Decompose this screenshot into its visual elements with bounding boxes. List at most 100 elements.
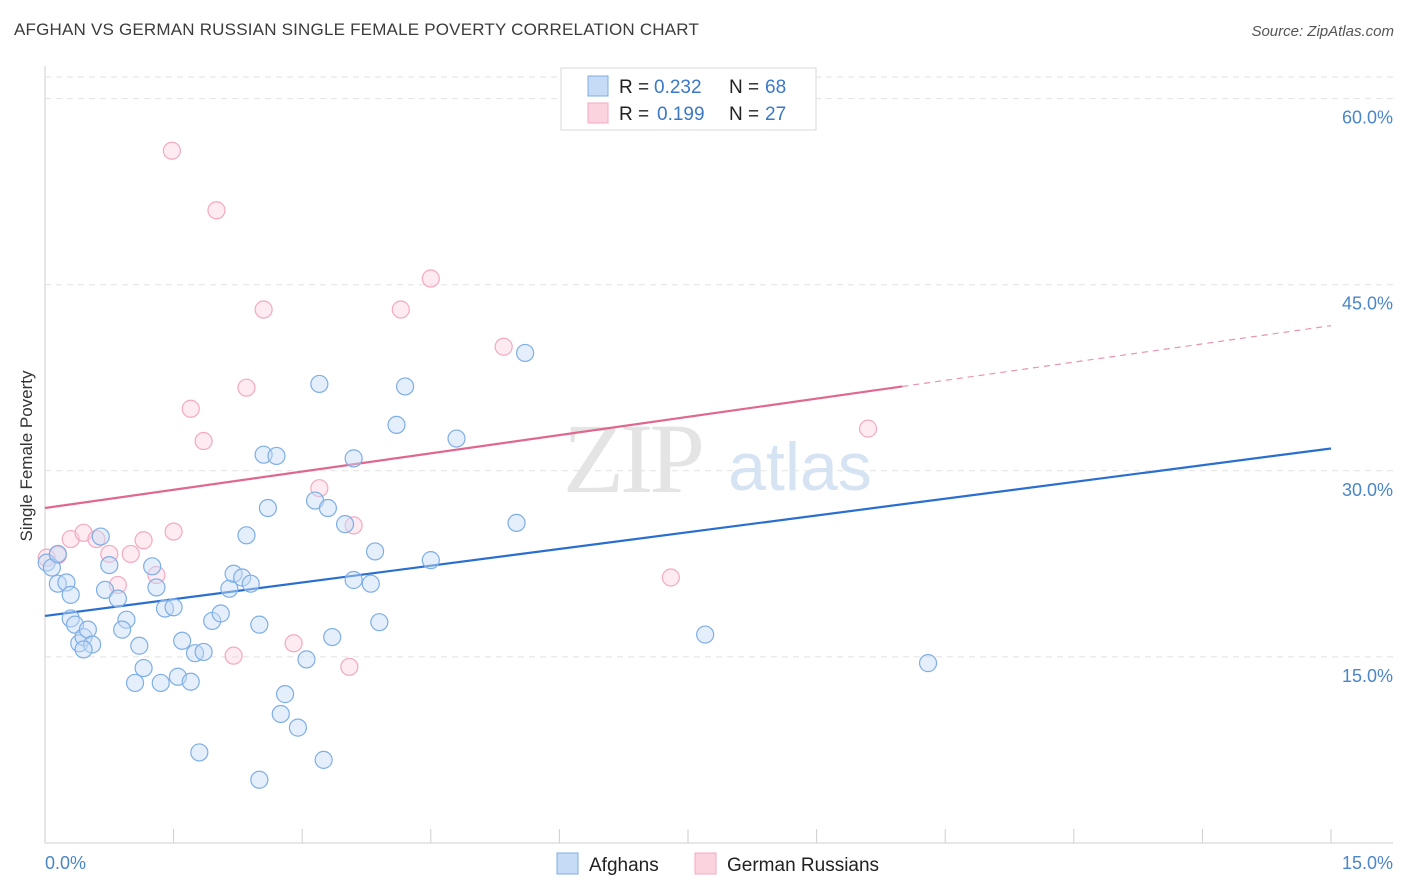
point-afghans <box>267 446 286 466</box>
point-german-russians <box>207 201 226 220</box>
point-german-russians <box>164 522 183 541</box>
point-german-russians <box>284 634 303 653</box>
point-afghans <box>220 579 239 598</box>
legend-swatch-afghans <box>587 75 609 97</box>
point-afghans <box>507 513 526 533</box>
trend-extension-german-russians <box>902 325 1332 388</box>
legend-r-value-afghans: 0.232 <box>654 77 702 98</box>
point-afghans <box>194 642 213 662</box>
point-afghans <box>271 704 290 724</box>
point-afghans <box>361 574 380 593</box>
point-afghans <box>344 449 363 468</box>
legend-n-value-german-russians: 27 <box>765 104 786 125</box>
point-afghans <box>108 589 127 608</box>
point-afghans <box>100 555 119 575</box>
data-points <box>37 141 938 789</box>
point-afghans <box>61 585 80 604</box>
point-afghans <box>91 527 110 546</box>
legend-n-value-afghans: 68 <box>765 77 786 98</box>
legend-n-label-afghans: N = <box>729 77 759 98</box>
point-afghans <box>143 557 162 576</box>
point-afghans <box>237 526 256 545</box>
point-afghans <box>258 498 278 518</box>
trend-lines <box>44 325 1332 618</box>
point-afghans <box>250 770 269 789</box>
point-afghans <box>696 625 715 644</box>
legend-r-label-afghans: R = <box>619 77 649 98</box>
point-afghans <box>310 374 329 394</box>
axes <box>44 66 1393 844</box>
y-tick-label: 15.0% <box>1342 666 1393 686</box>
point-german-russians <box>194 431 213 451</box>
point-afghans <box>181 672 200 691</box>
point-afghans <box>314 750 333 769</box>
y-tick-label: 45.0% <box>1342 294 1393 314</box>
point-afghans <box>387 415 406 435</box>
y-axis-label: Single Female Poverty <box>17 370 36 542</box>
point-afghans <box>421 551 440 570</box>
point-afghans <box>254 445 273 464</box>
point-german-russians <box>134 531 153 550</box>
bottom-legend-label-german-russians: German Russians <box>727 855 879 876</box>
point-afghans <box>241 574 260 593</box>
point-afghans <box>74 640 93 659</box>
point-german-russians <box>181 399 200 418</box>
legend-swatch-german-russians <box>587 102 609 124</box>
point-german-russians <box>340 657 359 676</box>
point-afghans <box>288 718 308 737</box>
point-afghans <box>323 627 342 647</box>
point-afghans <box>95 580 115 600</box>
point-afghans <box>918 654 938 673</box>
point-afghans <box>365 542 385 561</box>
point-afghans <box>134 658 153 678</box>
point-afghans <box>250 615 269 634</box>
point-afghans <box>335 515 355 534</box>
bottom-legend-swatch-german-russians <box>694 852 717 875</box>
trend-line-afghans <box>44 447 1332 618</box>
point-afghans <box>447 429 466 448</box>
x-tick-label: 0.0% <box>45 853 86 873</box>
legend-n-label-german-russians: N = <box>729 104 759 125</box>
point-german-russians <box>391 300 410 319</box>
point-afghans <box>275 685 295 704</box>
point-german-russians <box>121 544 140 564</box>
point-german-russians <box>421 269 440 288</box>
point-german-russians <box>224 646 243 665</box>
point-afghans <box>164 598 183 617</box>
point-afghans <box>83 635 102 654</box>
y-tick-label: 30.0% <box>1342 480 1393 500</box>
legend-r-value-german-russians: 0.199 <box>657 104 705 125</box>
watermark-atlas: atlas <box>728 429 872 505</box>
point-afghans <box>211 604 230 623</box>
point-german-russians <box>147 565 166 585</box>
point-afghans <box>344 570 363 590</box>
point-afghans <box>117 610 136 629</box>
point-german-russians <box>661 568 680 587</box>
point-german-russians <box>237 378 256 397</box>
source-label: Source: ZipAtlas.com <box>1251 23 1394 40</box>
bottom-legend-swatch-afghans <box>556 852 579 875</box>
point-afghans <box>395 377 415 396</box>
point-german-russians <box>254 300 273 319</box>
legend: R = 0.232 N = 68 R = 0.199 N = 27 <box>560 67 817 131</box>
bottom-legend-label-afghans: Afghans <box>589 855 659 876</box>
point-afghans <box>113 620 132 639</box>
watermark-zip: ZIP <box>563 403 701 514</box>
point-afghans <box>190 743 209 762</box>
point-german-russians <box>858 419 878 438</box>
point-afghans <box>516 343 535 363</box>
point-afghans <box>173 631 192 650</box>
chart-title: AFGHAN VS GERMAN RUSSIAN SINGLE FEMALE P… <box>14 20 700 39</box>
point-afghans <box>370 613 389 632</box>
bottom-legend: Afghans German Russians <box>556 852 879 876</box>
point-afghans <box>78 620 97 639</box>
point-afghans <box>48 544 67 564</box>
point-afghans <box>125 673 145 693</box>
watermark: ZIP atlas <box>563 403 872 514</box>
point-afghans <box>130 636 149 655</box>
point-german-russians <box>37 548 56 567</box>
trend-line-german-russians <box>44 385 903 510</box>
point-afghans <box>318 498 338 518</box>
point-afghans <box>147 578 166 597</box>
